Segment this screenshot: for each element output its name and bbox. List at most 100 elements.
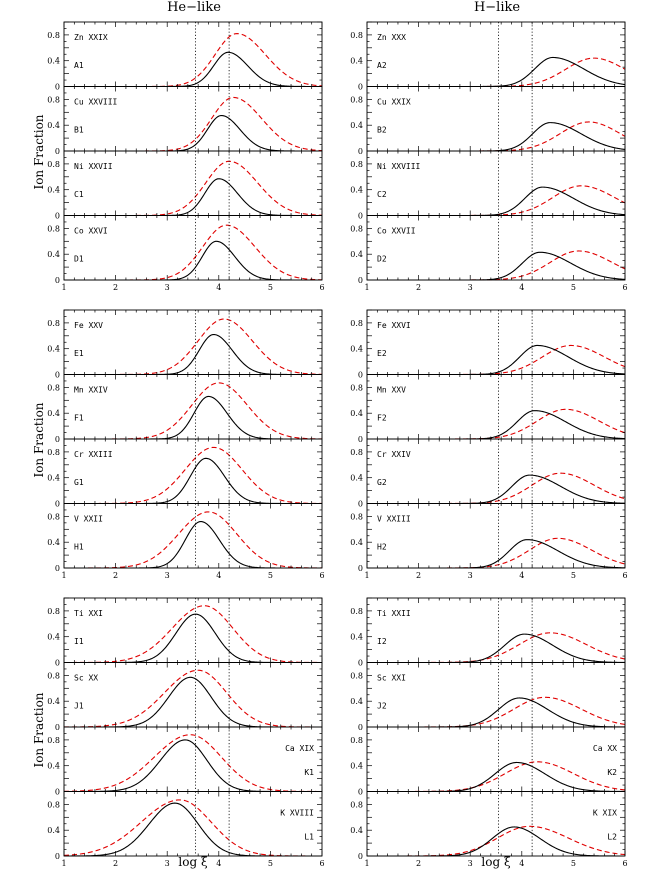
y-tick-label: 0.4 xyxy=(350,409,363,418)
y-tick-label: 0.4 xyxy=(47,633,60,642)
solid-curve-h1 xyxy=(64,521,322,569)
solid-curve-d1 xyxy=(64,240,322,281)
panel-id-label: J1 xyxy=(74,702,84,711)
x-tick-label: 3 xyxy=(468,571,473,580)
panel-h1: 0 0.4 0.8 1 2 3 4 5 6 V XXII H1 xyxy=(47,503,325,580)
ion-label: Zn XXIX xyxy=(74,33,108,42)
dashed-curve-k1 xyxy=(63,734,322,793)
y-tick-label: 0.4 xyxy=(350,186,363,195)
x-tick-label: 5 xyxy=(571,283,576,292)
y-tick-label: 0.8 xyxy=(47,319,60,328)
x-tick-label: 4 xyxy=(216,859,221,868)
panel-c1: 0 0.4 0.8 Ni XXVII C1 xyxy=(47,150,323,221)
x-tick-label: 1 xyxy=(364,283,369,292)
dashed-curve-d2 xyxy=(367,250,626,281)
ion-label: Cu XXVIII xyxy=(74,98,118,107)
x-tick-label: 6 xyxy=(319,859,324,868)
y-tick-label: 0 xyxy=(55,435,60,444)
y-tick-label: 0 xyxy=(358,659,363,668)
panel-frame xyxy=(63,726,323,792)
y-tick-label: 0.4 xyxy=(350,250,363,259)
panel-k1: 0 0.4 0.8 Ca XIX K1 xyxy=(47,726,323,797)
ion-label: Cr XXIV xyxy=(377,450,411,459)
panel-id-label: L1 xyxy=(304,833,314,842)
y-tick-label: 0.8 xyxy=(350,736,363,745)
y-tick-label: 0.4 xyxy=(47,826,60,835)
y-tick-label: 0.8 xyxy=(47,95,60,104)
solid-curve-b2 xyxy=(367,122,626,152)
panel-frame xyxy=(63,791,323,857)
panel-i1: 0 0.4 0.8 Ti XXI I1 xyxy=(47,597,323,668)
panel-frame xyxy=(366,374,626,440)
solid-curve-d2 xyxy=(367,251,626,281)
panel-c2: 0 0.4 0.8 Ni XXVIII C2 xyxy=(350,150,626,221)
column-title-h-like: H−like xyxy=(474,0,520,15)
x-tick-label: 4 xyxy=(519,859,524,868)
panel-b2: 0 0.4 0.8 Cu XXIX B2 xyxy=(350,86,626,156)
x-tick-label: 6 xyxy=(622,571,627,580)
panel-frame xyxy=(63,150,323,216)
solid-curve-a2 xyxy=(367,56,626,88)
ion-label: Cr XXIII xyxy=(74,450,113,459)
y-tick-label: 0.4 xyxy=(350,538,363,547)
solid-curve-g1 xyxy=(64,457,322,505)
panel-a2: 0 0.4 0.8 Zn XXX A2 xyxy=(350,21,626,92)
x-tick-label: 4 xyxy=(216,283,221,292)
ion-label: Mn XXV xyxy=(377,386,406,395)
y-tick-label: 0.4 xyxy=(350,121,363,130)
solid-curve-a1 xyxy=(64,51,322,88)
panel-id-label: A2 xyxy=(377,61,387,70)
panel-l1: 0 0.4 0.8 1 2 3 4 5 6 K XVIII L1 xyxy=(47,791,325,868)
x-tick-label: 3 xyxy=(165,571,170,580)
y-tick-label: 0 xyxy=(358,564,363,573)
y-tick-label: 0 xyxy=(358,147,363,156)
panel-id-label: B2 xyxy=(377,126,387,135)
x-tick-label: 4 xyxy=(216,571,221,580)
y-tick-label: 0.8 xyxy=(47,224,60,233)
x-tick-label: 2 xyxy=(416,283,421,292)
dashed-curve-c2 xyxy=(367,185,626,217)
solid-curve-k1 xyxy=(64,739,322,793)
x-tick-label: 3 xyxy=(165,859,170,868)
y-tick-label: 0 xyxy=(55,723,60,732)
y-tick-label: 0.4 xyxy=(47,762,60,771)
solid-curve-e2 xyxy=(367,344,626,376)
y-tick-label: 0.8 xyxy=(47,383,60,392)
x-tick-label: 5 xyxy=(268,283,273,292)
x-tick-label: 2 xyxy=(416,859,421,868)
panel-f2: 0 0.4 0.8 Mn XXV F2 xyxy=(350,374,626,444)
panel-e2: 0 0.4 0.8 Fe XXVI E2 xyxy=(350,309,626,380)
panel-id-label: H2 xyxy=(377,543,387,552)
panel-frame xyxy=(63,597,323,663)
dashed-curve-f2 xyxy=(367,408,626,440)
panel-id-label: I2 xyxy=(377,637,387,646)
x-tick-label: 6 xyxy=(622,283,627,292)
y-tick-label: 0 xyxy=(358,788,363,797)
panel-id-label: K1 xyxy=(304,768,314,777)
x-tick-label: 1 xyxy=(364,571,369,580)
solid-curve-l2 xyxy=(367,826,625,857)
y-tick-label: 0 xyxy=(55,788,60,797)
panel-i2: 0 0.4 0.8 Ti XXII I2 xyxy=(350,597,626,668)
panel-frame xyxy=(366,503,626,569)
panel-j1: 0 0.4 0.8 Sc XX J1 xyxy=(47,662,323,732)
dashed-curve-j1 xyxy=(64,669,322,728)
panel-frame xyxy=(63,503,323,569)
solid-curve-j1 xyxy=(64,676,322,728)
y-tick-label: 0.8 xyxy=(47,607,60,616)
y-tick-label: 0.8 xyxy=(350,448,363,457)
y-tick-label: 0 xyxy=(55,147,60,156)
ion-label: Sc XXI xyxy=(377,674,406,683)
panel-id-label: I1 xyxy=(74,637,84,646)
y-tick-label: 0.8 xyxy=(47,800,60,809)
dashed-curve-k2 xyxy=(367,761,626,793)
x-tick-label: 3 xyxy=(468,283,473,292)
y-tick-label: 0.4 xyxy=(47,697,60,706)
y-axis-label-group-1: Ion Fraction xyxy=(32,114,46,189)
panel-id-label: E2 xyxy=(377,349,387,358)
y-tick-label: 0 xyxy=(55,83,60,92)
y-tick-label: 0.8 xyxy=(350,31,363,40)
panel-frame xyxy=(366,21,626,87)
x-tick-label: 1 xyxy=(61,283,66,292)
dashed-curve-e2 xyxy=(367,344,626,376)
